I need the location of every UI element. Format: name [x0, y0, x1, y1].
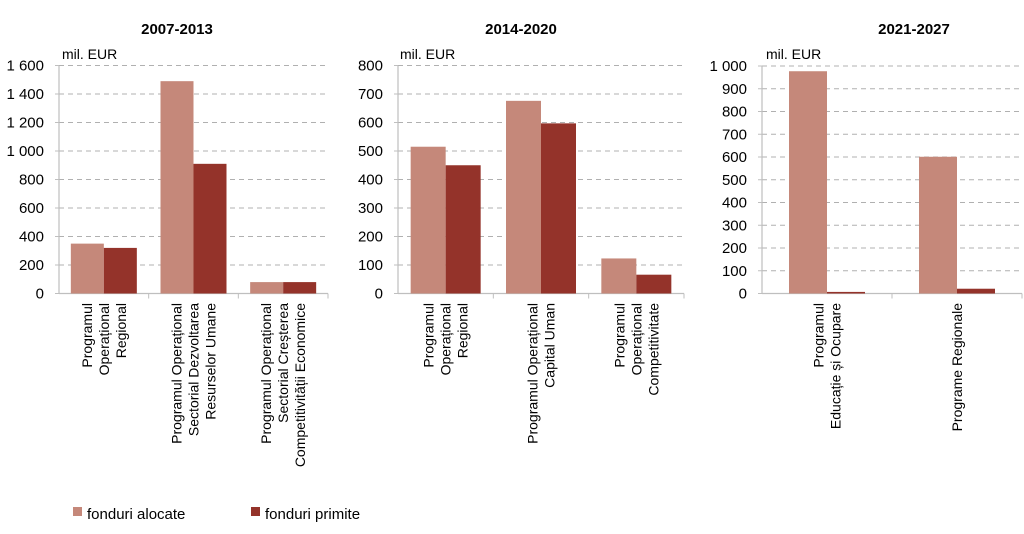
y-tick-label: 1 400 — [6, 86, 44, 103]
category-label-line: Regional — [113, 303, 129, 358]
bar-fonduri-alocate — [919, 156, 957, 294]
bar-fonduri-primite — [103, 247, 137, 294]
bar-fonduri-primite — [957, 288, 995, 294]
y-tick-label: 100 — [722, 263, 747, 280]
bar-fonduri-alocate — [601, 258, 637, 294]
y-tick-label: 200 — [358, 229, 383, 246]
y-tick-label: 600 — [358, 115, 383, 132]
category-label-line: Competitivitate — [645, 303, 661, 396]
y-axis-unit-label: mil. EUR — [400, 46, 455, 62]
y-tick-label: 900 — [722, 81, 747, 98]
chart-panel-1: 2007-2013 mil. EUR 0 200 400 600 800 1 000 1 200… — [6, 21, 329, 467]
legend: fonduri alocate fonduri primite — [73, 506, 360, 523]
chart-title: 2021-2027 — [878, 21, 950, 38]
legend-label: fonduri alocate — [87, 506, 185, 523]
category-label-line: Educație și Ocupare — [828, 303, 844, 429]
y-tick-label: 500 — [722, 172, 747, 189]
category-label: Programul Educație și Ocupare — [811, 303, 844, 429]
chart-title: 2014-2020 — [485, 21, 557, 38]
bar-fonduri-alocate — [160, 81, 194, 294]
y-tick-label: 0 — [375, 286, 383, 303]
category-label-line: Sectorial Creșterea — [275, 303, 291, 423]
y-tick-label: 400 — [722, 195, 747, 212]
category-label: Programul Operațional Sectorial Dezvoltar… — [169, 303, 219, 444]
y-tick-label: 1 000 — [709, 58, 747, 75]
category-label: Programul Operațional Regional — [79, 303, 129, 375]
bar-fonduri-primite — [636, 274, 672, 294]
category-label: Programul Operațional Competitivitate — [611, 303, 661, 396]
category-label-line: Resurselor Umane — [203, 303, 219, 420]
chart-panel-2: 2014-2020 mil. EUR 0 100 200 300 400 500 600 700 8… — [358, 21, 685, 444]
y-tick-label: 500 — [358, 143, 383, 160]
category-label-line: Programul — [79, 303, 95, 368]
legend-label: fonduri primite — [265, 506, 360, 523]
y-tick-label: 800 — [358, 58, 383, 75]
y-tick-label: 0 — [739, 286, 747, 303]
y-tick-label: 400 — [358, 172, 383, 189]
category-label: Programul Operațional Sectorial Creșterea… — [258, 303, 308, 467]
y-tick-label: 600 — [722, 149, 747, 166]
category-label-line: Programul — [811, 303, 827, 368]
legend-item: fonduri primite — [251, 506, 360, 523]
y-tick-label: 300 — [358, 200, 383, 217]
chart-panel-3: 2021-2027 mil. EUR 0 100 200 300 400 500 600 700 8… — [709, 21, 1023, 432]
category-label-line: Operațional — [438, 303, 454, 375]
bar-fonduri-alocate — [70, 243, 104, 294]
bar-fonduri-primite — [541, 123, 576, 294]
category-label-line: Programul Operațional — [258, 303, 274, 444]
bar-fonduri-alocate — [506, 100, 541, 294]
category-label-line: Operațional — [628, 303, 644, 375]
y-tick-label: 800 — [19, 172, 44, 189]
category-label: Programul Operațional Capital Uman — [525, 303, 558, 444]
y-tick-label: 0 — [36, 286, 44, 303]
y-tick-label: 700 — [722, 126, 747, 143]
y-tick-label: 600 — [19, 200, 44, 217]
category-label-line: Competitivității Economice — [292, 303, 308, 467]
y-tick-label: 1 200 — [6, 115, 44, 132]
category-label-line: Programul — [421, 303, 437, 368]
category-label-line: Programe Regionale — [949, 303, 965, 432]
y-tick-label: 200 — [722, 240, 747, 257]
legend-swatch — [251, 507, 260, 516]
chart-title: 2007-2013 — [141, 21, 213, 38]
legend-swatch — [73, 507, 82, 516]
y-tick-label: 700 — [358, 86, 383, 103]
y-tick-label: 100 — [358, 257, 383, 274]
category-label-line: Regional — [455, 303, 471, 358]
y-axis-unit-label: mil. EUR — [62, 46, 117, 62]
bar-fonduri-alocate — [789, 71, 827, 294]
bar-fonduri-alocate — [250, 282, 284, 294]
y-tick-label: 800 — [722, 104, 747, 121]
y-tick-label: 200 — [19, 257, 44, 274]
category-label-line: Operațional — [96, 303, 112, 375]
legend-item: fonduri alocate — [73, 506, 185, 523]
bar-fonduri-primite — [193, 163, 227, 294]
category-label-line: Capital Uman — [542, 303, 558, 388]
bar-fonduri-alocate — [410, 146, 446, 294]
bar-fonduri-primite — [445, 165, 481, 294]
y-tick-label: 300 — [722, 217, 747, 234]
category-label-line: Programul Operațional — [169, 303, 185, 444]
y-tick-label: 1 600 — [6, 58, 44, 75]
category-label-line: Programul Operațional — [525, 303, 541, 444]
category-label-line: Programul — [611, 303, 627, 368]
category-label-line: Sectorial Dezvoltarea — [186, 303, 202, 436]
category-label: Programe Regionale — [949, 303, 965, 432]
y-tick-label: 1 000 — [6, 143, 44, 160]
bar-fonduri-primite — [827, 291, 865, 294]
y-axis-unit-label: mil. EUR — [766, 46, 821, 62]
category-label: Programul Operațional Regional — [421, 303, 471, 375]
y-tick-label: 400 — [19, 229, 44, 246]
bar-fonduri-primite — [283, 282, 317, 294]
